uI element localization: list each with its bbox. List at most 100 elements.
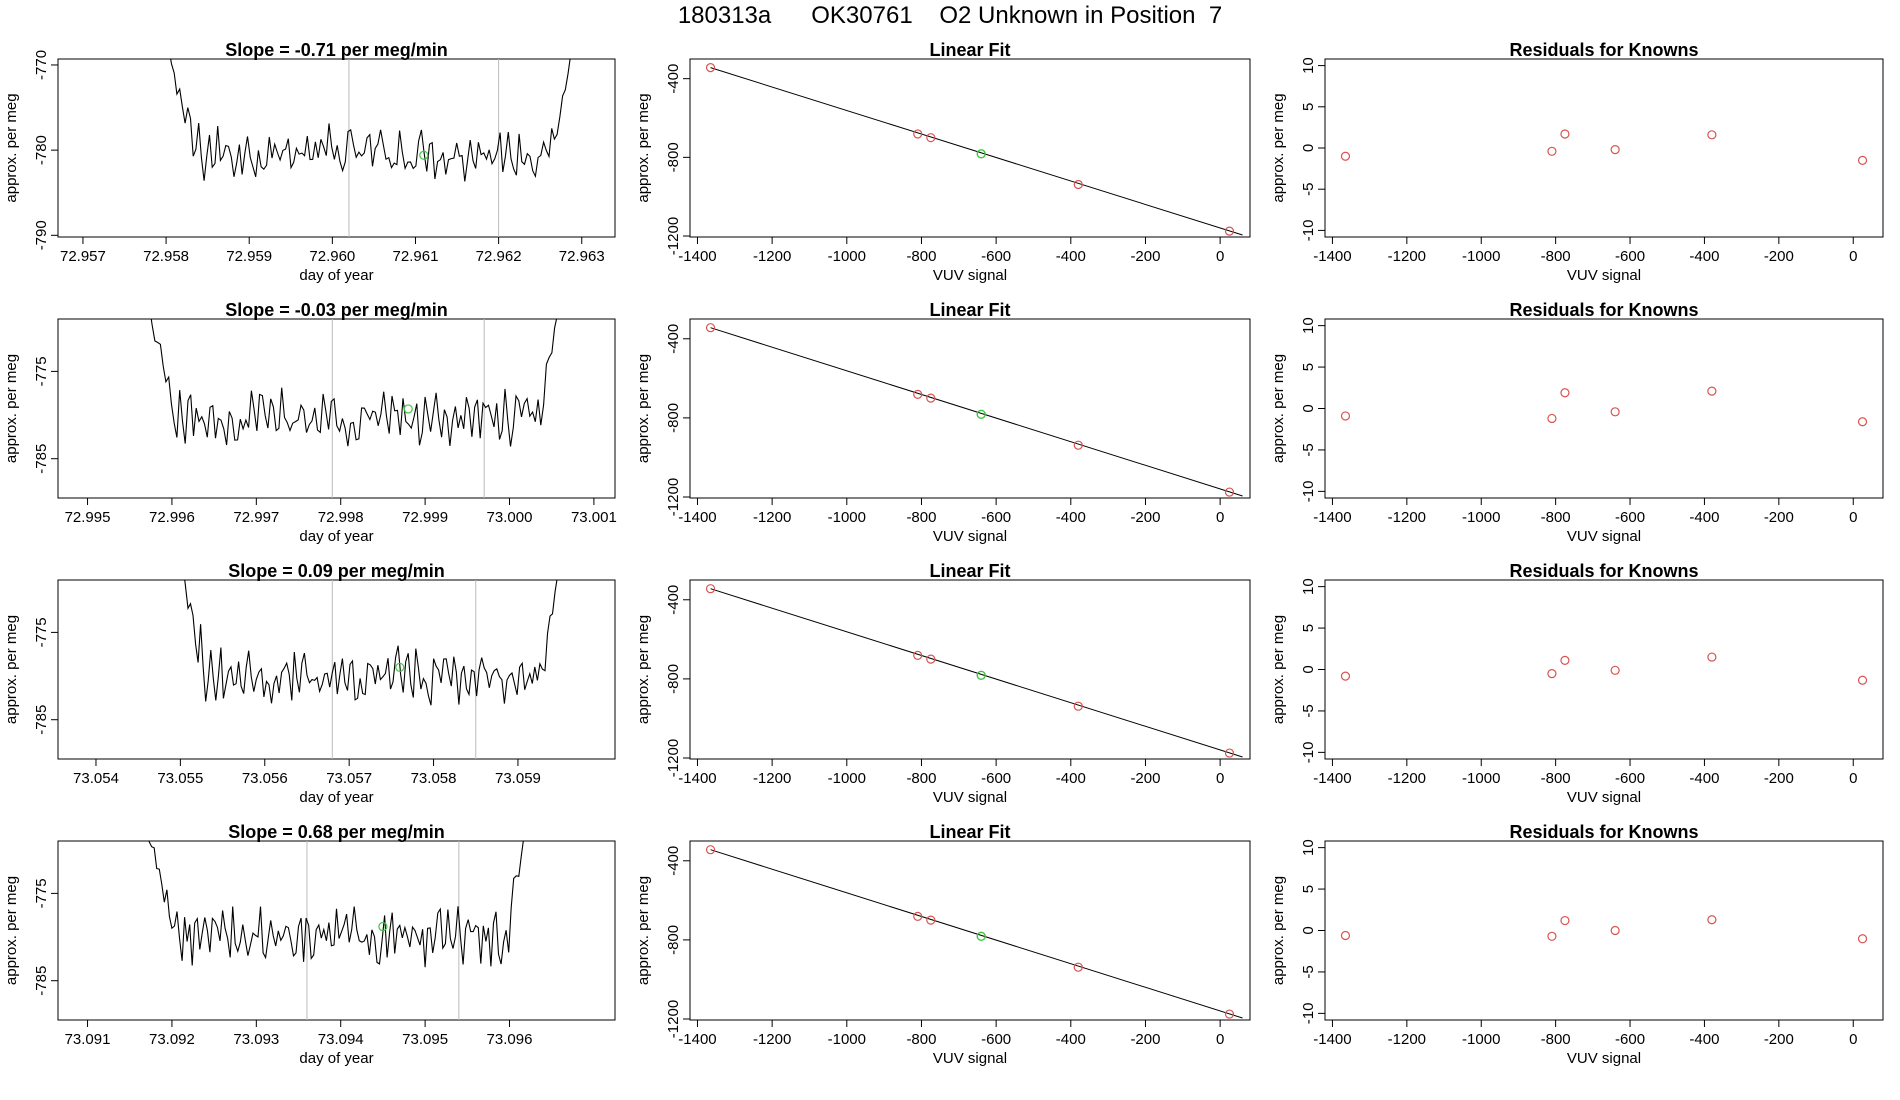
chart-panel-7: [683, 579, 1251, 766]
y-tick-label: 5: [1300, 103, 1317, 111]
x-tick-label: -200: [1130, 248, 1160, 265]
known-point: [1560, 388, 1570, 398]
unknown-mean-point: [378, 921, 388, 932]
x-tick-label: -200: [1764, 248, 1794, 265]
x-tick-label: -200: [1130, 770, 1160, 787]
y-tick-label: -800: [665, 664, 682, 694]
chart-panel-0: [51, 58, 616, 244]
y-axis-label: approx. per meg: [635, 354, 652, 463]
known-point: [1857, 155, 1868, 165]
x-tick-label: 73.059: [495, 770, 541, 787]
x-tick-label: -1000: [1462, 1031, 1500, 1048]
x-tick-label: 0: [1849, 248, 1857, 265]
known-point: [1610, 925, 1620, 936]
known-point: [1224, 226, 1235, 236]
unknown-mean-point: [403, 404, 413, 414]
y-tick-label: -5: [1300, 965, 1317, 978]
chart-title: Residuals for Knowns: [1509, 300, 1698, 320]
x-tick-label: 73.096: [487, 1031, 533, 1048]
x-tick-label: 73.055: [157, 770, 203, 787]
y-tick-label: -785: [33, 966, 50, 996]
known-point: [1610, 145, 1620, 155]
fit-line: [710, 849, 1243, 1019]
y-axis-label: approx. per meg: [635, 876, 652, 985]
x-axis-label: VUV signal: [933, 1050, 1007, 1067]
x-tick-label: 72.997: [233, 509, 279, 526]
x-tick-label: 72.961: [393, 248, 439, 265]
y-tick-label: -790: [33, 220, 50, 250]
chart-title: Slope = -0.71 per meg/min: [225, 40, 448, 60]
y-tick-label: 5: [1300, 624, 1317, 632]
x-tick-label: 73.095: [402, 1031, 448, 1048]
y-tick-label: -770: [33, 50, 50, 80]
x-axis-label: VUV signal: [1567, 1050, 1641, 1067]
y-axis-label: approx. per meg: [1270, 615, 1287, 724]
x-axis-label: VUV signal: [1567, 267, 1641, 284]
x-tick-label: -1400: [1313, 248, 1351, 265]
x-tick-label: 73.058: [411, 770, 457, 787]
plot-frame: [689, 840, 1251, 1021]
known-point: [1340, 930, 1351, 941]
x-tick-label: -1000: [828, 248, 866, 265]
y-tick-label: -780: [33, 135, 50, 165]
y-tick-label: 5: [1300, 885, 1317, 893]
x-tick-label: -1400: [678, 1031, 716, 1048]
y-tick-label: -10: [1300, 481, 1317, 503]
x-tick-label: -1200: [753, 248, 791, 265]
chart-panel-4: [683, 318, 1251, 505]
y-tick-label: 5: [1300, 363, 1317, 371]
signal-trace: [150, 319, 558, 447]
x-tick-label: -200: [1130, 509, 1160, 526]
x-tick-label: -1000: [828, 770, 866, 787]
known-point: [1547, 413, 1557, 424]
x-tick-label: -600: [981, 770, 1011, 787]
x-tick-label: -1400: [1313, 509, 1351, 526]
x-tick-label: -800: [1541, 248, 1571, 265]
y-tick-label: -400: [665, 846, 682, 876]
x-tick-label: 72.962: [476, 248, 522, 265]
known-point: [1857, 934, 1868, 944]
known-point: [1707, 386, 1717, 396]
x-tick-label: -800: [1541, 509, 1571, 526]
x-tick-label: 73.000: [487, 509, 533, 526]
x-tick-label: -1000: [1462, 248, 1500, 265]
x-tick-label: 0: [1849, 770, 1857, 787]
x-tick-label: -600: [1615, 509, 1645, 526]
x-tick-label: -400: [1056, 248, 1086, 265]
chart-title: Slope = 0.68 per meg/min: [228, 822, 445, 842]
y-tick-label: -5: [1300, 704, 1317, 717]
known-point: [1560, 915, 1570, 926]
y-tick-label: -800: [665, 142, 682, 172]
x-axis-label: VUV signal: [933, 528, 1007, 545]
x-tick-label: -1400: [1313, 1031, 1351, 1048]
x-tick-label: -600: [1615, 1031, 1645, 1048]
unknown-point: [976, 670, 986, 681]
x-tick-label: -800: [1541, 1031, 1571, 1048]
y-tick-label: 10: [1300, 57, 1317, 74]
y-tick-label: -5: [1300, 183, 1317, 196]
y-tick-label: -785: [33, 705, 50, 735]
known-point: [1340, 151, 1351, 161]
y-tick-label: 0: [1300, 404, 1317, 412]
plot-frame: [57, 840, 616, 1021]
x-tick-label: -800: [906, 770, 936, 787]
x-tick-label: -1200: [753, 770, 791, 787]
chart-panel-2: [1318, 58, 1884, 244]
x-tick-label: 73.091: [65, 1031, 111, 1048]
unknown-point: [976, 931, 986, 942]
x-tick-label: -600: [981, 1031, 1011, 1048]
x-tick-label: 72.957: [60, 248, 106, 265]
x-tick-label: 73.093: [233, 1031, 279, 1048]
known-point: [1707, 652, 1717, 662]
x-tick-label: -1000: [1462, 770, 1500, 787]
known-point: [705, 323, 716, 333]
x-axis-label: VUV signal: [1567, 528, 1641, 545]
signal-trace: [170, 59, 571, 182]
y-axis-label: approx. per meg: [1270, 354, 1287, 463]
x-tick-label: -200: [1130, 1031, 1160, 1048]
unknown-point: [976, 149, 986, 159]
y-axis-label: approx. per meg: [3, 93, 20, 202]
known-point: [926, 133, 936, 143]
x-tick-label: 73.001: [571, 509, 617, 526]
